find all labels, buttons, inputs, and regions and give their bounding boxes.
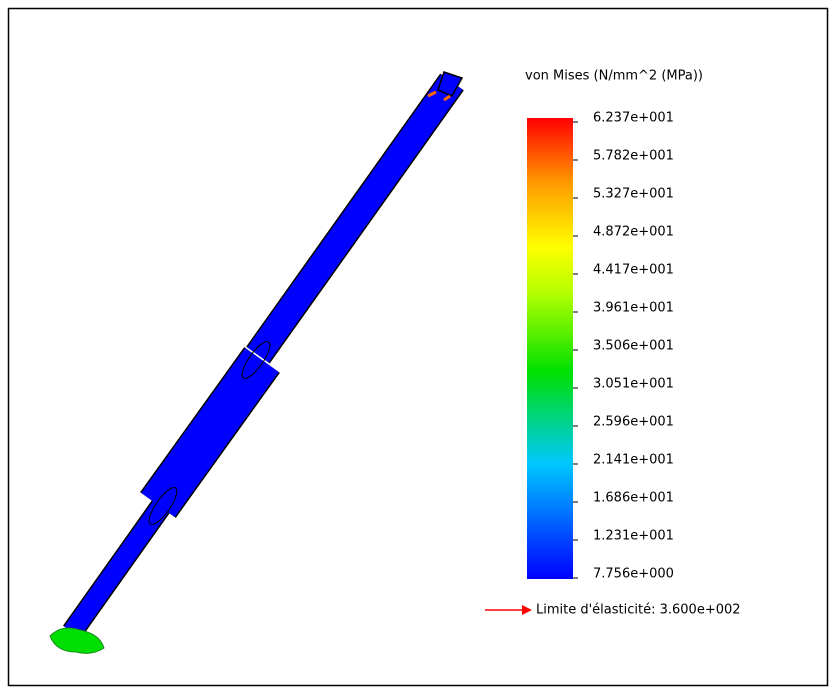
tick-label: 4.872e+001 <box>593 225 674 240</box>
tick-label: 2.596e+001 <box>593 415 674 430</box>
color-bar <box>527 118 573 579</box>
tick-label: 5.327e+001 <box>593 187 674 202</box>
tick-label: 1.231e+001 <box>593 529 674 544</box>
tick-label: 1.686e+001 <box>593 491 674 506</box>
page: {"legend": {"title": "von Mises (N/mm^2 … <box>0 0 835 692</box>
legend-title: von Mises (N/mm^2 (MPa)) <box>525 69 703 84</box>
tick-label: 3.051e+001 <box>593 377 674 392</box>
tick-label: 7.756e+000 <box>593 567 674 582</box>
tick-label: 4.417e+001 <box>593 263 674 278</box>
tick-label: 2.141e+001 <box>593 453 674 468</box>
tick-label: 3.961e+001 <box>593 301 674 316</box>
tick-label: 3.506e+001 <box>593 339 674 354</box>
yield-limit: Limite d'élasticité: 3.600e+002 <box>536 603 741 618</box>
tick-label: 5.782e+001 <box>593 149 674 164</box>
tick-label: 6.237e+001 <box>593 111 674 126</box>
result-view: von Mises (N/mm^2 (MPa)) 6.237e+001 5.782… <box>0 0 835 692</box>
